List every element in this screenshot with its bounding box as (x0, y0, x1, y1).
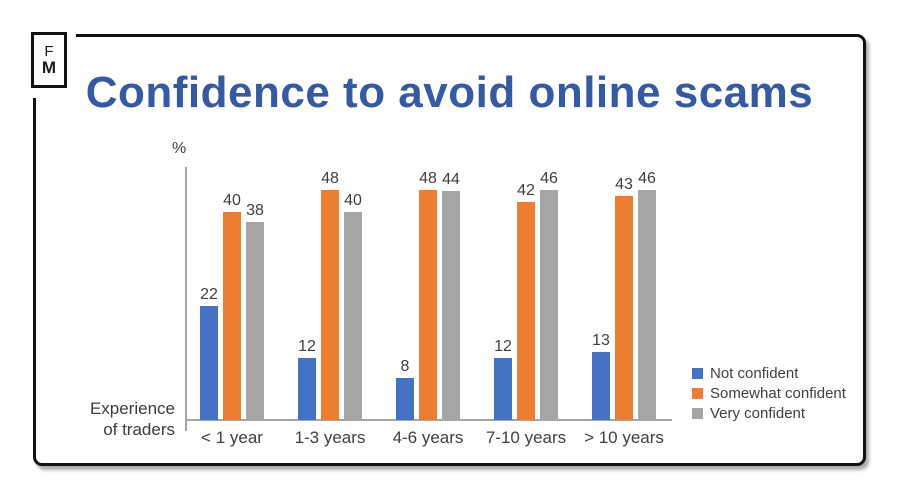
x-axis-title: Experience of traders (40, 398, 175, 440)
bar-group-10-years: 13 43 46 > 10 years (584, 170, 664, 447)
barwrap-very-confident-1-3-years: 40 (344, 170, 362, 420)
bar-group-7-10-years: 12 42 46 7-10 years (486, 170, 566, 447)
data-label-not-confident-7-10-years: 12 (494, 338, 512, 355)
bar-very-confident-1-year (246, 222, 264, 420)
barwrap-not-confident-7-10-years: 12 (494, 170, 512, 420)
bar-group-1-3-years: 12 48 40 1-3 years (295, 170, 366, 447)
legend-marker-very-confident (692, 408, 703, 419)
x-axis-tick (185, 419, 187, 431)
x-axis-title-line1: Experience (89, 399, 175, 418)
bar-somewhat-confident-10-years (615, 196, 633, 420)
logo-letter-f: F (44, 43, 54, 60)
barwrap-not-confident-10-years: 13 (592, 170, 610, 420)
barwrap-very-confident-10-years: 46 (638, 170, 656, 420)
data-label-very-confident-10-years: 46 (638, 170, 656, 187)
plot-area: 22 40 38 < 1 year 12 48 40 1-3 years 8 48 44 4-6 ye… (186, 170, 672, 447)
data-label-very-confident-1-year: 38 (246, 202, 264, 219)
data-label-somewhat-confident-1-year: 40 (223, 192, 241, 209)
data-label-very-confident-4-6-years: 44 (442, 171, 460, 188)
bar-very-confident-7-10-years (540, 190, 558, 420)
barwrap-somewhat-confident-4-6-years: 48 (419, 170, 437, 420)
bar-somewhat-confident-1-3-years (321, 190, 339, 420)
x-axis-line (186, 419, 672, 421)
bar-not-confident-1-year (200, 306, 218, 420)
x-axis-title-line2: of traders (103, 420, 175, 439)
category-label-1-year: < 1 year (201, 428, 263, 447)
data-label-very-confident-1-3-years: 40 (344, 192, 362, 209)
y-axis-line (185, 167, 187, 420)
barwrap-somewhat-confident-1-year: 40 (223, 170, 241, 420)
legend-label-not-confident: Not confident (710, 365, 799, 382)
bar-group-4-6-years: 8 48 44 4-6 years (393, 170, 464, 447)
bar-not-confident-1-3-years (298, 358, 316, 420)
barwrap-very-confident-7-10-years: 46 (540, 170, 558, 420)
legend-item-very-confident: Very confident (692, 406, 846, 421)
category-label-7-10-years: 7-10 years (485, 428, 567, 447)
category-label-4-6-years: 4-6 years (392, 428, 464, 447)
legend-item-somewhat-confident: Somewhat confident (692, 386, 846, 401)
data-label-not-confident-1-3-years: 12 (298, 338, 316, 355)
barwrap-not-confident-1-3-years: 12 (298, 170, 316, 420)
legend-label-very-confident: Very confident (710, 405, 806, 422)
barwrap-very-confident-1-year: 38 (246, 170, 264, 420)
data-label-somewhat-confident-4-6-years: 48 (419, 170, 437, 187)
bar-not-confident-10-years (592, 352, 610, 420)
barwrap-somewhat-confident-1-3-years: 48 (321, 170, 339, 420)
bar-somewhat-confident-7-10-years (517, 202, 535, 420)
bar-not-confident-4-6-years (396, 378, 414, 420)
bar-very-confident-10-years (638, 190, 656, 420)
logo-letter-m: M (41, 58, 57, 77)
barwrap-not-confident-1-year: 22 (200, 170, 218, 420)
data-label-somewhat-confident-1-3-years: 48 (321, 170, 339, 187)
bar-not-confident-7-10-years (494, 358, 512, 420)
chart-title: Confidence to avoid online scams (85, 68, 814, 117)
legend-marker-somewhat-confident (692, 388, 703, 399)
category-label-10-years: > 10 years (584, 428, 664, 447)
data-label-not-confident-4-6-years: 8 (400, 358, 410, 375)
bar-somewhat-confident-1-year (223, 212, 241, 420)
barwrap-very-confident-4-6-years: 44 (442, 170, 460, 420)
data-label-not-confident-1-year: 22 (200, 286, 218, 303)
bar-very-confident-1-3-years (344, 212, 362, 420)
bar-somewhat-confident-4-6-years (419, 190, 437, 420)
legend: Not confident Somewhat confident Very conf… (692, 366, 846, 421)
y-axis-unit-label: % (172, 140, 187, 157)
fm-logo: F M (31, 32, 67, 88)
legend-label-somewhat-confident: Somewhat confident (710, 385, 846, 402)
category-label-1-3-years: 1-3 years (294, 428, 366, 447)
barwrap-somewhat-confident-10-years: 43 (615, 170, 633, 420)
barwrap-not-confident-4-6-years: 8 (396, 170, 414, 420)
data-label-somewhat-confident-10-years: 43 (615, 176, 633, 193)
bar-very-confident-4-6-years (442, 191, 460, 420)
data-label-not-confident-10-years: 13 (592, 332, 610, 349)
bar-group-1-year: 22 40 38 < 1 year (200, 170, 264, 447)
legend-marker-not-confident (692, 368, 703, 379)
barwrap-somewhat-confident-7-10-years: 42 (517, 170, 535, 420)
data-label-very-confident-7-10-years: 46 (540, 170, 558, 187)
legend-item-not-confident: Not confident (692, 366, 846, 381)
data-label-somewhat-confident-7-10-years: 42 (517, 182, 535, 199)
